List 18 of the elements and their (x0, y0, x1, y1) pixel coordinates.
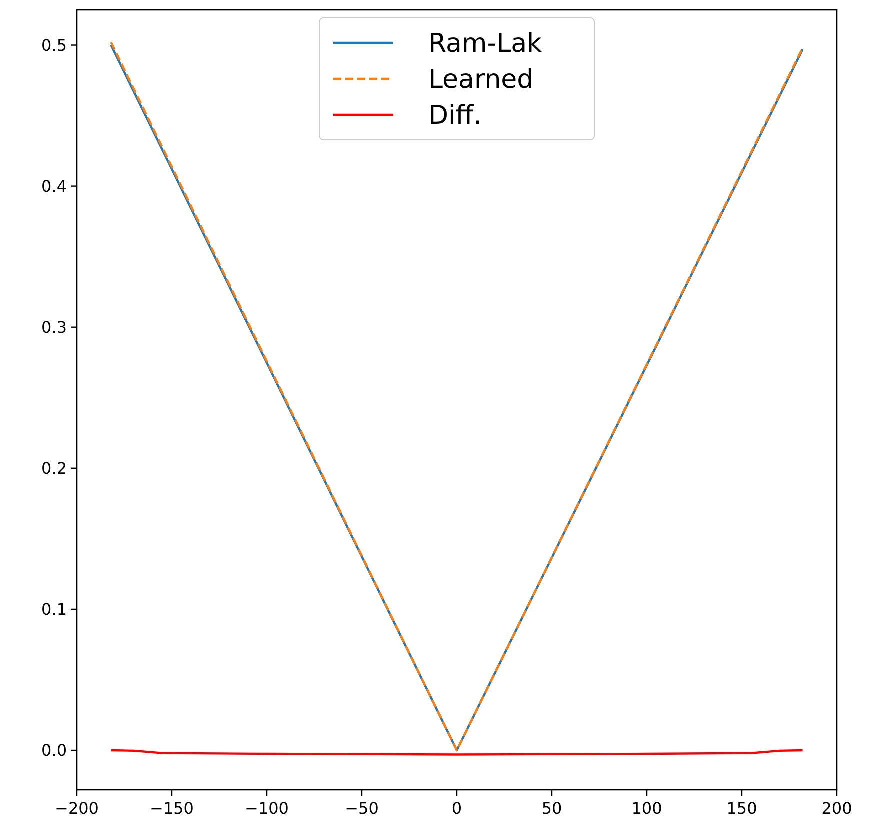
x-tick-label: 100 (632, 799, 662, 818)
x-tick-label: 200 (822, 799, 852, 818)
y-tick-label: 0.3 (42, 318, 67, 337)
y-tick-label: 0.0 (42, 741, 67, 760)
x-tick-label: −100 (245, 799, 289, 818)
y-tick-label: 0.5 (42, 36, 67, 55)
legend-label: Learned (428, 65, 534, 96)
y-tick-label: 0.1 (42, 600, 67, 620)
legend-label: Diff. (428, 101, 482, 132)
x-tick-label: 150 (726, 799, 758, 818)
x-tick-label: 50 (542, 799, 562, 818)
y-tick-label: 0.4 (42, 176, 67, 196)
x-tick-label: −50 (345, 799, 379, 818)
y-tick-label: 0.2 (42, 459, 67, 478)
legend-label: Ram-Lak (428, 29, 542, 60)
x-tick-label: −200 (55, 799, 99, 818)
x-tick-label: 0 (452, 799, 462, 818)
x-tick-label: −150 (150, 799, 194, 818)
